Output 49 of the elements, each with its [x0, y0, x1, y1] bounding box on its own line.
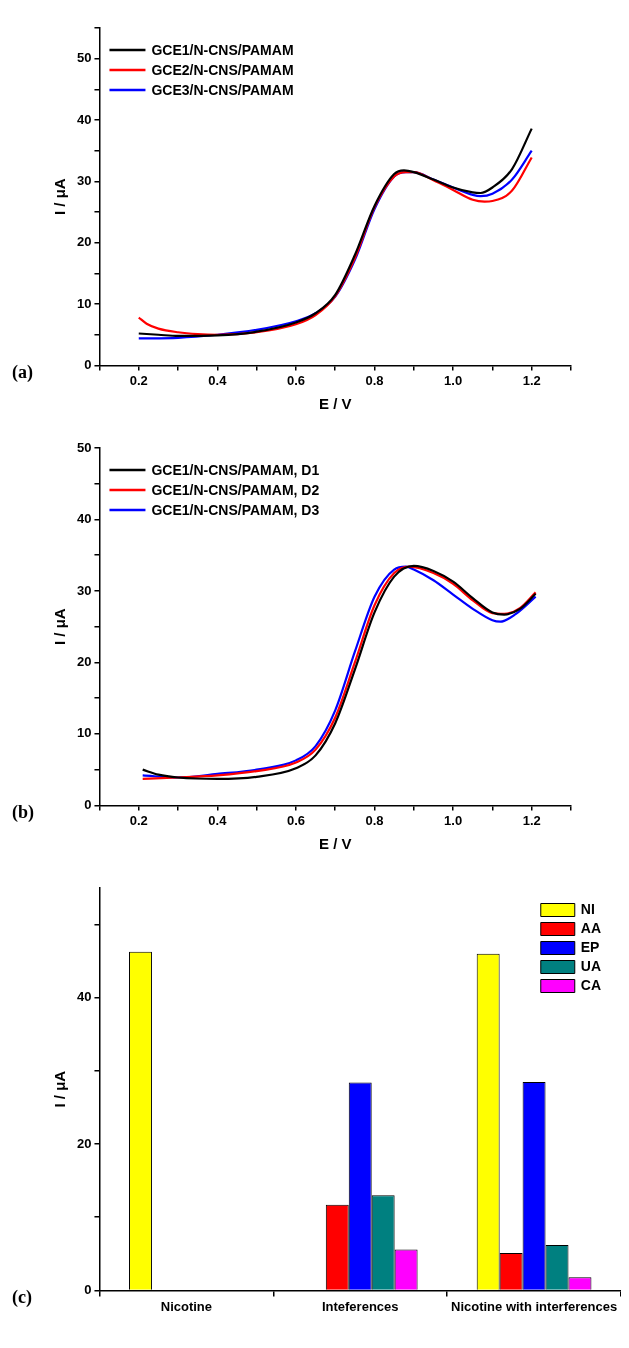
x-tick-label: 0.2 [129, 372, 148, 388]
x-tick-label: Nicotine with interferences [451, 1298, 618, 1314]
legend-label: GCE1/N-CNS/PAMAM, D2 [151, 481, 320, 498]
legend-label: EP [580, 939, 600, 956]
y-tick-label: 10 [76, 725, 92, 741]
x-axis-title: E / V [318, 395, 352, 413]
legend-label: NI [580, 901, 595, 918]
x-tick-label: 0.2 [129, 812, 148, 828]
text: (b) [12, 802, 34, 824]
y-axis-title: I / μA [51, 1070, 69, 1108]
y-tick-label: 30 [76, 582, 92, 598]
y-axis-title: I / μA [51, 178, 69, 216]
y-tick-label: 0 [84, 356, 92, 372]
x-tick-label: 0.6 [286, 812, 305, 828]
legend-label: GCE3/N-CNS/PAMAM [151, 81, 294, 98]
y-tick-label: 0 [84, 796, 92, 812]
x-tick-label: 1.2 [522, 812, 541, 828]
legend-label: GCE2/N-CNS/PAMAM [151, 61, 294, 78]
y-tick-label: 40 [76, 111, 92, 127]
y-tick-label: 40 [76, 989, 92, 1005]
legend-label: GCE1/N-CNS/PAMAM [151, 41, 294, 58]
x-tick-label: Inteferences [321, 1298, 399, 1314]
y-tick-label: 20 [76, 654, 92, 670]
text: (c) [12, 1287, 32, 1309]
y-tick-label: 20 [76, 1135, 92, 1151]
legend-label: GCE1/N-CNS/PAMAM, D3 [151, 501, 320, 518]
y-tick-label: 20 [76, 234, 92, 250]
x-axis-title: E / V [318, 835, 352, 853]
legend-label: UA [580, 958, 602, 975]
x-tick-label: 0.8 [365, 372, 384, 388]
x-tick-label: 0.4 [208, 812, 228, 828]
x-tick-label: Nicotine [160, 1298, 213, 1314]
y-tick-label: 40 [76, 511, 92, 527]
y-tick-label: 50 [76, 50, 92, 66]
y-tick-label: 10 [76, 295, 92, 311]
legend-label: AA [580, 920, 602, 937]
y-tick-label: 30 [76, 172, 92, 188]
x-tick-label: 0.6 [286, 372, 305, 388]
text: (a) [12, 362, 33, 384]
x-tick-label: 1.2 [522, 372, 541, 388]
y-tick-label: 50 [76, 439, 92, 455]
legend-label: CA [580, 977, 602, 994]
x-tick-label: 1.0 [444, 372, 463, 388]
x-tick-label: 0.4 [208, 372, 228, 388]
y-axis-title: I / μA [51, 608, 69, 646]
x-tick-label: 1.0 [444, 812, 463, 828]
y-tick-label: 0 [84, 1281, 92, 1297]
x-tick-label: 0.8 [365, 812, 384, 828]
legend-label: GCE1/N-CNS/PAMAM, D1 [151, 461, 320, 478]
